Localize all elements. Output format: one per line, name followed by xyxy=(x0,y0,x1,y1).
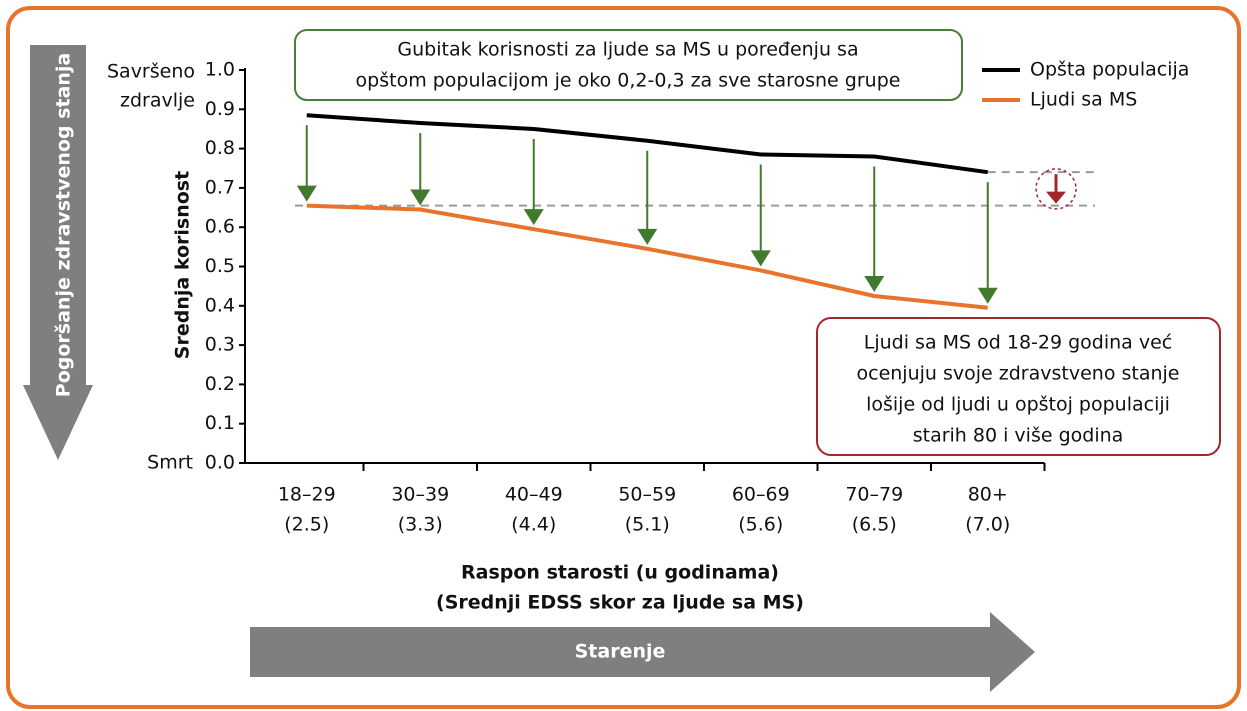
frame xyxy=(6,6,1241,709)
y-tick-label: 0.8 xyxy=(205,137,235,159)
x-tick-label: 60–69 xyxy=(732,484,790,506)
x-tick-label: 18–29 xyxy=(278,484,336,506)
y-tick-label: 0.6 xyxy=(205,216,235,238)
annotation-text: ocenjuju svoje zdravstveno stanje xyxy=(857,363,1180,385)
x-tick-sublabel: (7.0) xyxy=(965,514,1010,536)
annotation-text: lošije od ljudi u opštoj populaciji xyxy=(866,394,1170,416)
y-tick-label: 0.5 xyxy=(205,255,235,277)
y-tick-label: 0.3 xyxy=(205,334,235,356)
difference-arrow-head xyxy=(637,228,658,245)
gap-arrow-head xyxy=(1046,191,1066,204)
y-axis-title: Srednja korisnost xyxy=(172,171,194,359)
y-tick-label: 0.7 xyxy=(205,176,235,198)
annotation-text: Ljudi sa MS od 18-29 godina već xyxy=(864,332,1172,354)
x-tick-label: 80+ xyxy=(968,484,1008,506)
x-axis-title: (Srednji EDSS skor za ljude sa MS) xyxy=(436,592,804,614)
bottom-arrow-label: Starenje xyxy=(575,641,666,663)
x-tick-label: 40–49 xyxy=(505,484,563,506)
bottom-label: Smrt xyxy=(147,452,193,474)
y-tick-label: 0.9 xyxy=(205,98,235,120)
x-tick-sublabel: (4.4) xyxy=(511,514,556,536)
legend-label: Ljudi sa MS xyxy=(1030,89,1137,111)
x-tick-sublabel: (5.6) xyxy=(738,514,783,536)
difference-arrow-head xyxy=(864,275,885,292)
difference-arrow-head xyxy=(523,209,544,226)
y-tick-label: 1.0 xyxy=(205,59,235,81)
left-arrow xyxy=(23,45,93,460)
highlight-circle xyxy=(1035,168,1077,210)
annotation-text: Gubitak korisnosti za ljude sa MS u pore… xyxy=(397,39,858,61)
difference-arrow-head xyxy=(296,185,317,202)
y-tick-label: 0.1 xyxy=(205,412,235,434)
y-tick-label: 0.2 xyxy=(205,373,235,395)
difference-arrow-head xyxy=(410,189,431,206)
y-tick-label: 0.0 xyxy=(205,452,235,474)
annotation-text: starih 80 i više godina xyxy=(913,425,1124,447)
top-label: Savršeno xyxy=(107,61,195,83)
difference-arrow-head xyxy=(750,250,771,267)
x-tick-sublabel: (6.5) xyxy=(852,514,897,536)
annotation-box xyxy=(294,29,963,101)
annotation-text: opštom populacijom je oko 0,2-0,3 za sve… xyxy=(356,70,901,92)
y-tick-label: 0.4 xyxy=(205,294,235,316)
series-line xyxy=(306,113,989,175)
bottom-arrow xyxy=(250,612,1035,692)
x-tick-sublabel: (5.1) xyxy=(625,514,670,536)
x-axis-title: Raspon starosti (u godinama) xyxy=(461,562,779,584)
x-tick-label: 70–79 xyxy=(845,484,903,506)
legend-label: Opšta populacija xyxy=(1030,59,1189,81)
x-tick-sublabel: (3.3) xyxy=(398,514,443,536)
difference-arrow-head xyxy=(977,287,998,304)
series-line xyxy=(306,203,988,310)
x-tick-label: 30–39 xyxy=(391,484,449,506)
x-tick-sublabel: (2.5) xyxy=(284,514,329,536)
annotation-box xyxy=(816,317,1221,456)
left-arrow-label: Pogoršanje zdravstvenog stanja xyxy=(53,53,75,397)
x-tick-label: 50–59 xyxy=(618,484,676,506)
top-label: zdravlje xyxy=(120,90,195,112)
